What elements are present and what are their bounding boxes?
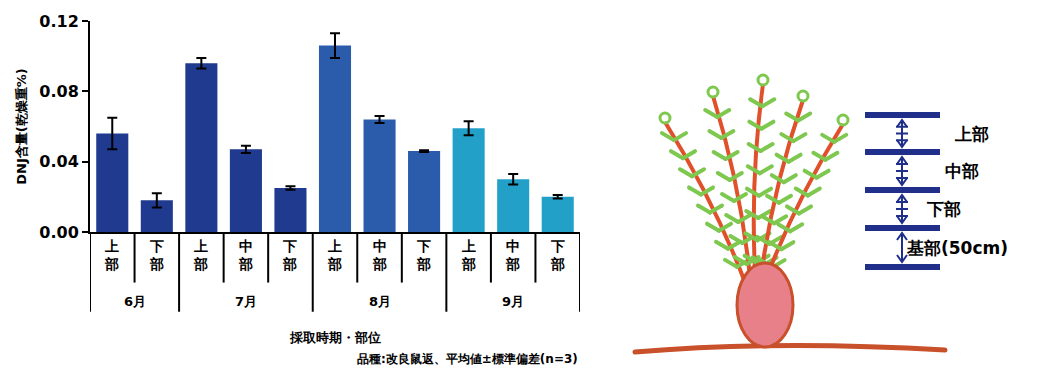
svg-text:6月: 6月: [124, 294, 146, 309]
svg-text:0.08: 0.08: [39, 82, 78, 101]
svg-text:下部: 下部: [926, 199, 961, 219]
svg-text:中部: 中部: [372, 238, 387, 272]
svg-text:下部: 下部: [550, 238, 565, 272]
svg-text:0.00: 0.00: [39, 223, 78, 242]
svg-text:基部(50cm): 基部(50cm): [906, 238, 1008, 258]
svg-text:0.04: 0.04: [39, 152, 78, 171]
svg-text:上部: 上部: [193, 238, 208, 272]
svg-text:中部: 中部: [945, 161, 979, 181]
svg-text:DNJ含量(乾燥重%): DNJ含量(乾燥重%): [14, 68, 29, 184]
svg-text:下部: 下部: [282, 238, 297, 272]
svg-text:下部: 下部: [416, 238, 431, 272]
svg-text:上部: 上部: [461, 238, 476, 272]
svg-text:採取時期・部位: 採取時期・部位: [289, 330, 381, 345]
svg-text:中部: 中部: [505, 238, 520, 272]
svg-text:8月: 8月: [369, 294, 391, 309]
svg-text:中部: 中部: [238, 238, 253, 272]
svg-text:9月: 9月: [502, 294, 524, 309]
svg-text:上部: 上部: [954, 124, 989, 144]
svg-text:上部: 上部: [104, 238, 119, 272]
svg-text:下部: 下部: [149, 238, 164, 272]
svg-text:0.12: 0.12: [39, 12, 78, 31]
svg-text:上部: 上部: [327, 238, 342, 272]
svg-text:7月: 7月: [235, 294, 257, 309]
svg-text:品種:改良鼠返、平均値±標準偏差(n=3): 品種:改良鼠返、平均値±標準偏差(n=3): [357, 352, 578, 366]
